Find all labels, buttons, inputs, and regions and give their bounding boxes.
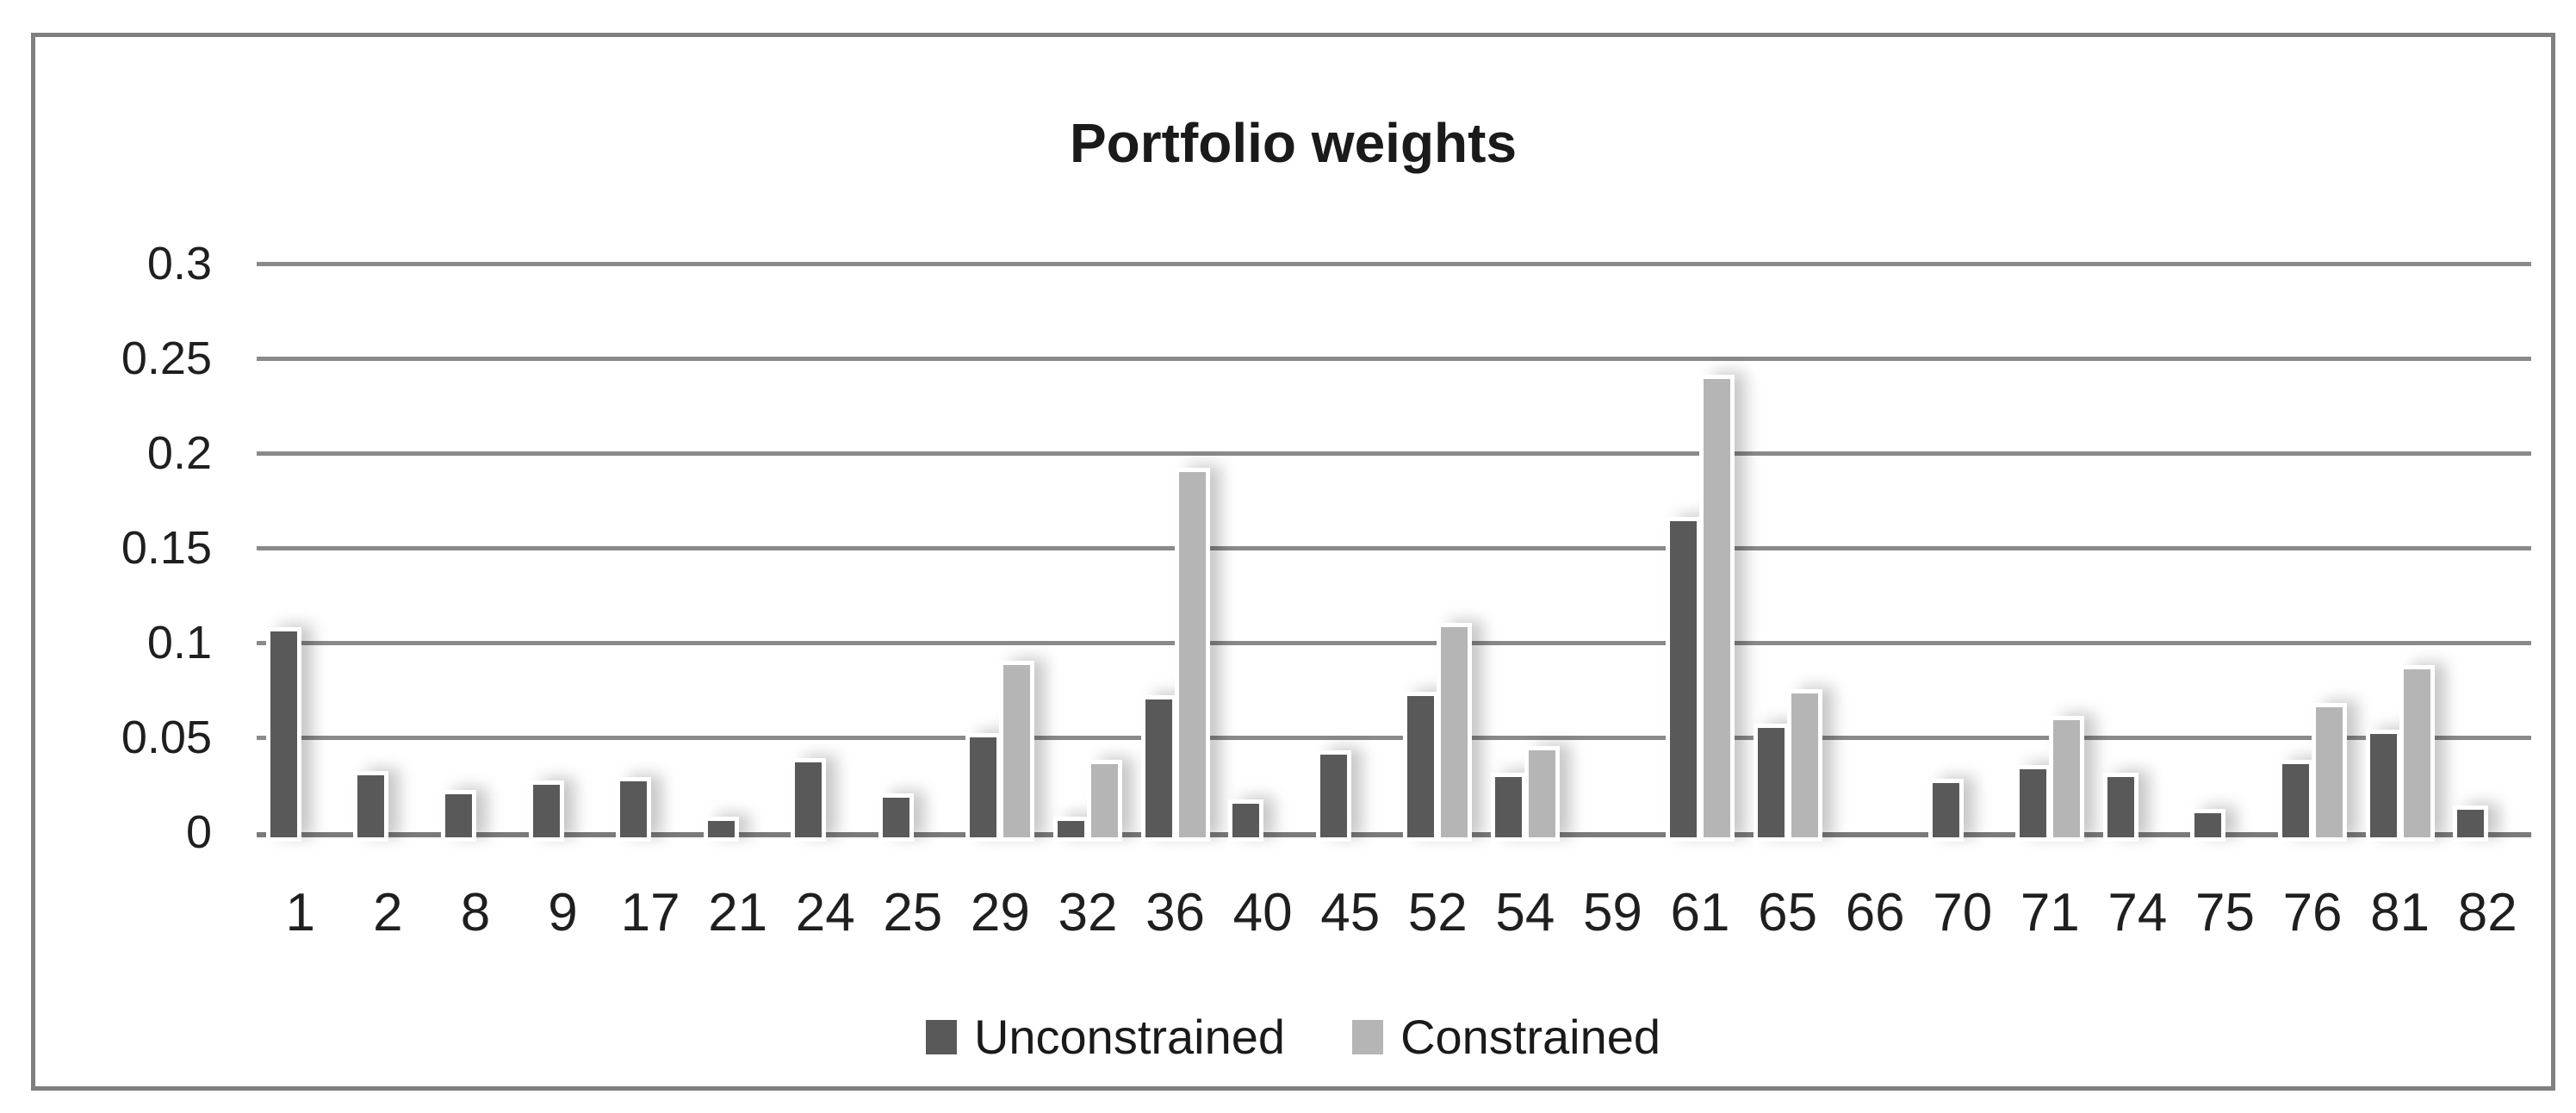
x-axis-label-75: 75 [2194,883,2255,942]
x-axis-label-2: 2 [373,883,403,942]
y-axis-label-0.3: 0.3 [146,238,212,289]
x-axis-label-29: 29 [970,883,1030,942]
y-axis-label-0: 0 [185,806,212,858]
y-axis-label-0.15: 0.15 [121,522,212,574]
bar-unconstrained-75 [2194,813,2222,837]
bar-unconstrained-9 [532,785,560,837]
x-axis-label-52: 52 [1407,883,1468,942]
x-axis-label-1: 1 [285,883,316,942]
bar-unconstrained-71 [2020,769,2047,837]
gridline-0.1 [257,641,2531,645]
x-axis-label-45: 45 [1320,883,1381,942]
x-axis-label-8: 8 [460,883,491,942]
gridline-0.2 [257,451,2531,456]
x-axis-label-71: 71 [2020,883,2080,942]
x-axis-label-66: 66 [1845,883,1905,942]
bar-unconstrained-70 [1932,782,1959,837]
x-axis-label-70: 70 [1933,883,1993,942]
bar-unconstrained-1 [270,631,297,837]
bar-unconstrained-36 [1145,700,1172,837]
bar-constrained-81 [2403,668,2430,837]
chart-frame: Portfolio weights 0 0.05 0.1 0.15 0.2 0.25 0.3… [31,33,2555,1091]
x-axis-label-81: 81 [2370,883,2430,942]
bar-constrained-71 [2053,720,2081,837]
bar-constrained-32 [1090,763,1118,837]
x-axis-label-76: 76 [2282,883,2343,942]
x-axis-label-25: 25 [883,883,943,942]
x-axis-label-59: 59 [1582,883,1642,942]
bar-unconstrained-82 [2457,809,2485,837]
x-axis-label-74: 74 [2107,883,2168,942]
x-axis-label-9: 9 [548,883,578,942]
legend-label-constrained: Constrained [1400,1010,1661,1064]
bar-unconstrained-2 [357,775,385,837]
x-axis-label-24: 24 [795,883,855,942]
legend-swatch-constrained [1352,1019,1384,1054]
bar-constrained-36 [1178,472,1206,837]
x-axis-label-36: 36 [1145,883,1206,942]
x-axis-label-65: 65 [1758,883,1818,942]
bar-constrained-29 [1003,665,1031,837]
bar-unconstrained-54 [1494,777,1522,837]
bar-unconstrained-76 [2282,763,2310,837]
x-axis-label-40: 40 [1232,883,1293,942]
bar-constrained-65 [1791,693,1818,837]
x-axis-label-54: 54 [1495,883,1555,942]
bar-constrained-52 [1441,627,1468,837]
bar-constrained-54 [1528,750,1555,837]
x-axis-line [257,832,2531,837]
bar-unconstrained-21 [707,820,735,837]
legend-label-unconstrained: Unconstrained [973,1010,1286,1064]
y-axis-label-0.1: 0.1 [146,617,212,668]
bar-constrained-61 [1704,379,1731,837]
legend-item-constrained: Constrained [1352,1009,1660,1065]
x-axis-label-61: 61 [1670,883,1730,942]
gridline-0.3 [257,262,2531,266]
bar-unconstrained-81 [2369,733,2397,837]
bar-unconstrained-74 [2107,777,2134,837]
legend-swatch-unconstrained [925,1019,957,1054]
bar-unconstrained-25 [882,798,909,837]
legend: Unconstrained Constrained [35,1009,2551,1065]
bar-unconstrained-24 [795,762,822,837]
bar-unconstrained-45 [1319,754,1347,837]
bar-unconstrained-32 [1057,820,1084,837]
bar-constrained-76 [2316,706,2343,837]
bar-unconstrained-40 [1232,804,1260,837]
chart-title: Portfolio weights [1069,112,1518,174]
y-axis-label-0.2: 0.2 [146,427,212,479]
bar-unconstrained-52 [1407,695,1435,837]
gridline-0.15 [257,546,2531,550]
y-axis-label-0.05: 0.05 [121,712,212,763]
gridline-0.25 [257,357,2531,361]
x-axis-label-17: 17 [620,883,680,942]
x-axis-label-21: 21 [708,883,768,942]
bar-unconstrained-29 [970,737,997,837]
bar-unconstrained-17 [620,780,648,837]
bar-unconstrained-61 [1670,521,1698,837]
x-axis-label-82: 82 [2457,883,2517,942]
y-axis-label-0.25: 0.25 [121,333,212,384]
legend-item-unconstrained: Unconstrained [925,1009,1286,1065]
bar-unconstrained-8 [444,794,472,837]
x-axis-label-32: 32 [1058,883,1118,942]
gridline-0.05 [257,736,2531,740]
bar-unconstrained-65 [1757,728,1785,837]
